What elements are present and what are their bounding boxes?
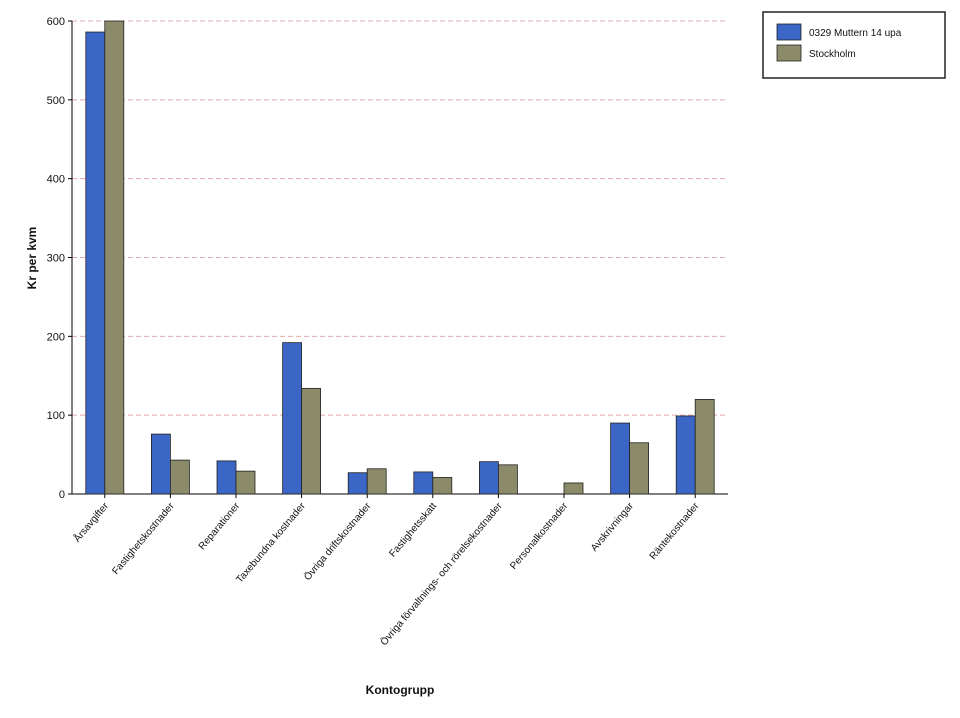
y-tick-label: 600 bbox=[47, 16, 65, 28]
y-tick-label: 500 bbox=[47, 95, 65, 107]
y-axis-label: Kr per kvm bbox=[25, 227, 39, 290]
legend-label: 0329 Muttern 14 upa bbox=[809, 28, 902, 39]
bar bbox=[497, 464, 518, 495]
bar bbox=[629, 442, 649, 495]
legend-swatch bbox=[776, 44, 802, 62]
bar bbox=[169, 459, 190, 495]
bar bbox=[413, 471, 434, 495]
bar bbox=[216, 460, 237, 495]
bar bbox=[610, 422, 630, 495]
bar bbox=[366, 468, 387, 495]
bar bbox=[104, 20, 125, 495]
legend-label: Stockholm bbox=[809, 49, 856, 60]
bar bbox=[478, 461, 499, 495]
bar bbox=[563, 482, 584, 495]
bar bbox=[85, 31, 106, 495]
y-tick-label: 400 bbox=[47, 174, 65, 186]
bar bbox=[282, 342, 303, 495]
y-tick-label: 300 bbox=[47, 253, 65, 265]
bar bbox=[432, 477, 453, 495]
bar bbox=[675, 415, 696, 495]
bar bbox=[301, 387, 322, 495]
bar bbox=[347, 472, 368, 495]
legend-swatch bbox=[776, 23, 802, 41]
x-axis-label: Kontogrupp bbox=[366, 683, 435, 697]
y-tick-label: 200 bbox=[47, 331, 65, 343]
bar bbox=[694, 398, 715, 495]
bar bbox=[150, 433, 171, 495]
bar bbox=[235, 470, 256, 495]
y-tick-label: 0 bbox=[59, 489, 65, 501]
y-tick-label: 100 bbox=[47, 410, 65, 422]
